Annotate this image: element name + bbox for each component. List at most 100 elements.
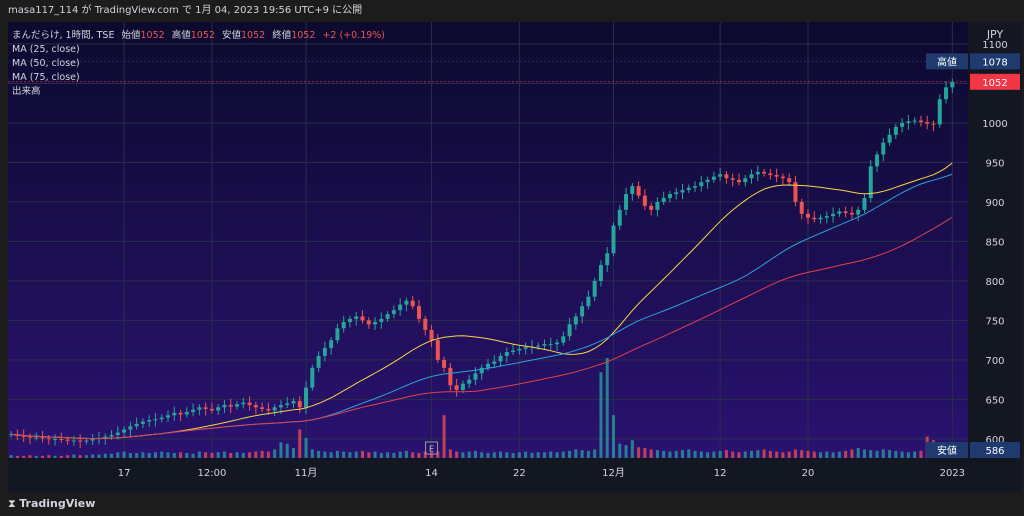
- candle-body[interactable]: [429, 329, 434, 341]
- candle-body[interactable]: [887, 134, 892, 143]
- candle-body[interactable]: [931, 123, 936, 125]
- candle-body[interactable]: [580, 306, 585, 317]
- candle-body[interactable]: [335, 328, 340, 341]
- candle-body[interactable]: [78, 440, 83, 442]
- candle-body[interactable]: [893, 126, 898, 135]
- candle-body[interactable]: [868, 166, 873, 198]
- candle-body[interactable]: [555, 342, 560, 345]
- candle-body[interactable]: [147, 419, 152, 422]
- candle-body[interactable]: [718, 174, 723, 177]
- candle-body[interactable]: [787, 178, 792, 183]
- candle-body[interactable]: [523, 347, 528, 349]
- candle-body[interactable]: [806, 213, 810, 218]
- candle-body[interactable]: [492, 361, 497, 364]
- candle-body[interactable]: [122, 429, 127, 433]
- candle-body[interactable]: [818, 217, 823, 220]
- candle-body[interactable]: [473, 373, 478, 380]
- candle-body[interactable]: [197, 407, 202, 410]
- candle-body[interactable]: [743, 178, 748, 183]
- candle-body[interactable]: [260, 407, 265, 409]
- candle-body[interactable]: [34, 437, 39, 439]
- candle-body[interactable]: [875, 154, 880, 167]
- legend-ma25[interactable]: MA (25, close): [12, 44, 80, 55]
- candle-body[interactable]: [918, 120, 923, 123]
- candle-body[interactable]: [511, 350, 516, 353]
- candle-body[interactable]: [71, 440, 76, 442]
- candle-body[interactable]: [373, 322, 378, 325]
- candle-body[interactable]: [780, 176, 785, 179]
- candle-body[interactable]: [655, 201, 660, 210]
- candle-body[interactable]: [736, 179, 741, 183]
- candle-body[interactable]: [567, 324, 572, 337]
- candle-body[interactable]: [329, 340, 334, 349]
- candle-body[interactable]: [762, 171, 767, 174]
- candle-body[interactable]: [341, 322, 346, 329]
- candle-body[interactable]: [65, 439, 70, 441]
- candle-body[interactable]: [561, 336, 566, 343]
- candle-body[interactable]: [699, 182, 704, 187]
- candle-body[interactable]: [479, 367, 484, 374]
- candle-body[interactable]: [191, 409, 196, 413]
- candle-body[interactable]: [705, 179, 710, 183]
- candle-body[interactable]: [837, 211, 842, 214]
- candlestick-chart[interactable]: JPY110010501000950900850800750700650600 …: [8, 22, 1022, 492]
- candle-body[interactable]: [322, 348, 327, 356]
- legend-volume[interactable]: 出来高: [12, 85, 41, 97]
- candle-body[interactable]: [134, 423, 139, 427]
- candle-body[interactable]: [467, 379, 472, 384]
- candle-body[interactable]: [172, 412, 177, 416]
- candle-body[interactable]: [90, 438, 95, 441]
- candle-body[interactable]: [812, 217, 817, 220]
- candle-body[interactable]: [184, 412, 189, 415]
- candle-body[interactable]: [586, 296, 591, 307]
- candle-body[interactable]: [128, 426, 133, 430]
- candle-body[interactable]: [354, 316, 359, 319]
- candle-body[interactable]: [749, 174, 754, 179]
- candle-body[interactable]: [448, 367, 453, 386]
- candle-body[interactable]: [304, 387, 309, 408]
- candle-body[interactable]: [404, 300, 409, 305]
- candle-body[interactable]: [849, 212, 854, 215]
- candle-body[interactable]: [686, 187, 691, 191]
- candle-body[interactable]: [423, 318, 428, 330]
- candle-body[interactable]: [711, 176, 716, 180]
- candle-body[interactable]: [416, 306, 421, 319]
- candle-body[interactable]: [40, 437, 45, 439]
- candle-body[interactable]: [674, 192, 679, 195]
- candle-body[interactable]: [228, 404, 233, 407]
- candle-body[interactable]: [498, 355, 503, 362]
- candle-body[interactable]: [517, 348, 522, 351]
- candle-body[interactable]: [398, 304, 403, 311]
- legend-ma75[interactable]: MA (75, close): [12, 72, 80, 83]
- candle-body[interactable]: [316, 355, 321, 368]
- candle-body[interactable]: [693, 186, 698, 188]
- candle-body[interactable]: [667, 194, 672, 198]
- candle-body[interactable]: [454, 385, 459, 390]
- candle-body[interactable]: [881, 142, 886, 155]
- candle-body[interactable]: [272, 407, 277, 411]
- earnings-event-marker[interactable]: [425, 441, 439, 455]
- candle-body[interactable]: [906, 121, 911, 123]
- candle-body[interactable]: [347, 318, 352, 323]
- candle-body[interactable]: [442, 359, 447, 368]
- candle-body[interactable]: [366, 320, 371, 325]
- candle-body[interactable]: [53, 438, 58, 440]
- candle-body[interactable]: [159, 417, 164, 420]
- candle-body[interactable]: [912, 120, 917, 122]
- candle-body[interactable]: [630, 186, 635, 195]
- candle-body[interactable]: [379, 318, 384, 323]
- candle-body[interactable]: [21, 435, 26, 437]
- candle-body[interactable]: [235, 404, 240, 407]
- candle-body[interactable]: [680, 190, 685, 193]
- candle-body[interactable]: [504, 352, 509, 356]
- candle-body[interactable]: [27, 436, 32, 438]
- candle-body[interactable]: [216, 407, 221, 411]
- candle-body[interactable]: [937, 99, 942, 125]
- candle-body[interactable]: [548, 344, 553, 346]
- candle-body[interactable]: [724, 174, 729, 179]
- candle-body[interactable]: [649, 205, 654, 210]
- candle-body[interactable]: [360, 316, 365, 321]
- legend-ma50[interactable]: MA (50, close): [12, 58, 80, 69]
- candle-body[interactable]: [843, 211, 848, 213]
- candle-body[interactable]: [241, 402, 246, 405]
